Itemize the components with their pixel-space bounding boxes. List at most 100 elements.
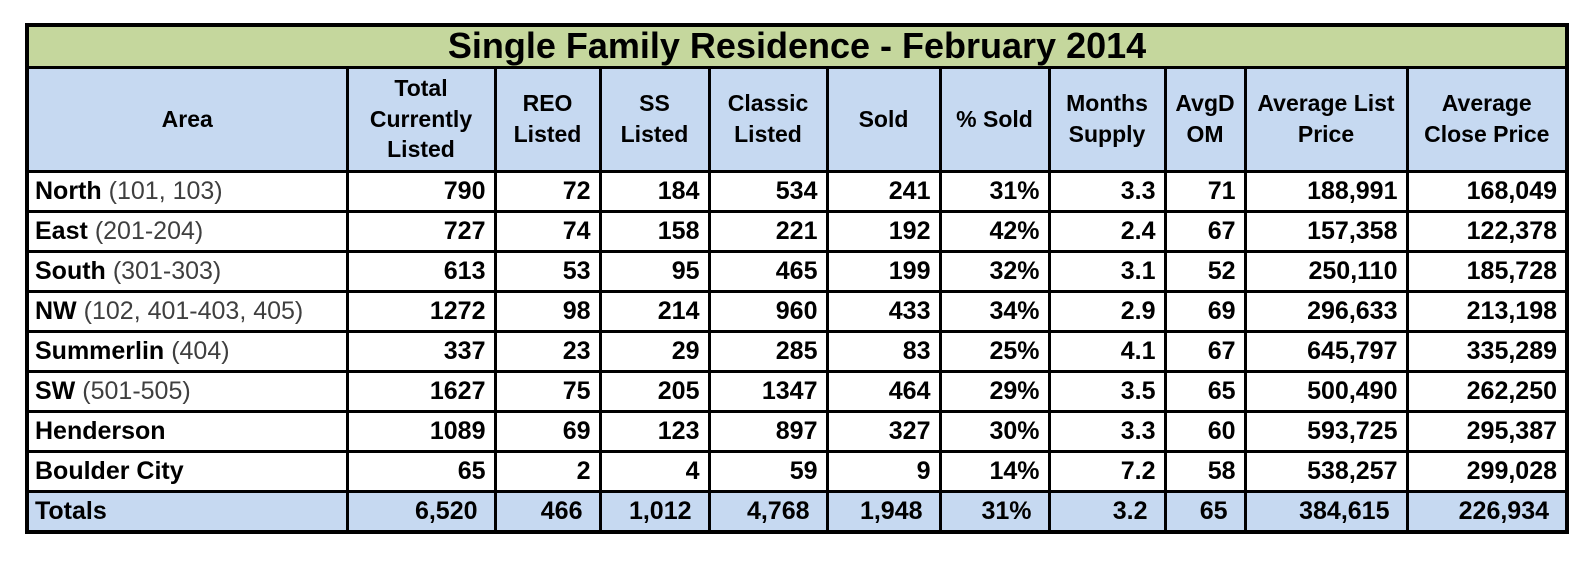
total-listed-cell: 790 (345, 169, 497, 213)
totals-pct-sold: 31% (938, 489, 1051, 534)
table-row: Summerlin (404) 337 23 29 285 83 25% 4.1 … (25, 329, 1569, 373)
totals-row: Totals 6,520 466 1,012 4,768 1,948 31% 3… (25, 489, 1569, 534)
col-header-avg-close-price: Average Close Price (1405, 65, 1569, 173)
area-cell: NW (102, 401-403, 405) (25, 289, 349, 333)
area-name: Boulder City (35, 456, 184, 485)
avg-close-price-cell: 262,250 (1405, 369, 1569, 413)
classic-listed-cell: 59 (707, 449, 829, 493)
months-supply-cell: 3.3 (1047, 169, 1167, 213)
area-codes: (301-303) (112, 256, 222, 285)
avgdom-cell: 52 (1163, 249, 1247, 293)
ss-listed-cell: 95 (598, 249, 711, 293)
area-name: South (35, 256, 106, 285)
reo-listed-cell: 53 (493, 249, 602, 293)
avgdom-cell: 71 (1163, 169, 1247, 213)
months-supply-cell: 7.2 (1047, 449, 1167, 493)
avg-close-price-cell: 168,049 (1405, 169, 1569, 213)
classic-listed-cell: 960 (707, 289, 829, 333)
totals-sold: 1,948 (825, 489, 942, 534)
col-header-pct-sold: % Sold (938, 65, 1051, 173)
sold-cell: 83 (825, 329, 942, 373)
total-listed-cell: 727 (345, 209, 497, 253)
total-listed-cell: 1272 (345, 289, 497, 333)
avg-list-price-cell: 250,110 (1243, 249, 1409, 293)
reo-listed-cell: 69 (493, 409, 602, 453)
sold-cell: 433 (825, 289, 942, 333)
table-body: North (101, 103) 790 72 184 534 241 31% 3… (25, 169, 1569, 493)
avg-list-price-cell: 593,725 (1243, 409, 1409, 453)
ss-listed-cell: 214 (598, 289, 711, 333)
pct-sold-cell: 31% (938, 169, 1051, 213)
avg-close-price-cell: 185,728 (1405, 249, 1569, 293)
avgdom-cell: 67 (1163, 329, 1247, 373)
avg-close-price-cell: 335,289 (1405, 329, 1569, 373)
col-header-area: Area (25, 65, 349, 173)
reo-listed-cell: 72 (493, 169, 602, 213)
sfr-report-table: Single Family Residence - February 2014 … (25, 23, 1570, 534)
area-codes: (101, 103) (108, 176, 223, 205)
avgdom-cell: 65 (1163, 369, 1247, 413)
avg-list-price-cell: 188,991 (1243, 169, 1409, 213)
area-name: North (35, 176, 102, 205)
area-cell: North (101, 103) (25, 169, 349, 213)
months-supply-cell: 2.9 (1047, 289, 1167, 333)
area-cell: Summerlin (404) (25, 329, 349, 373)
avgdom-cell: 69 (1163, 289, 1247, 333)
classic-listed-cell: 221 (707, 209, 829, 253)
avgdom-cell: 58 (1163, 449, 1247, 493)
pct-sold-cell: 25% (938, 329, 1051, 373)
col-header-avgdom: AvgDOM (1163, 65, 1247, 173)
avgdom-cell: 67 (1163, 209, 1247, 253)
pct-sold-cell: 29% (938, 369, 1051, 413)
sold-cell: 192 (825, 209, 942, 253)
reo-listed-cell: 74 (493, 209, 602, 253)
area-name: East (35, 216, 88, 245)
title-row: Single Family Residence - February 2014 (25, 23, 1569, 69)
sold-cell: 327 (825, 409, 942, 453)
ss-listed-cell: 184 (598, 169, 711, 213)
reo-listed-cell: 98 (493, 289, 602, 333)
col-header-reo-listed: REO Listed (493, 65, 602, 173)
table-row: Henderson 1089 69 123 897 327 30% 3.3 60… (25, 409, 1569, 453)
totals-label: Totals (25, 489, 349, 534)
classic-listed-cell: 285 (707, 329, 829, 373)
sold-cell: 464 (825, 369, 942, 413)
area-name: Summerlin (35, 336, 165, 365)
pct-sold-cell: 34% (938, 289, 1051, 333)
col-header-avg-list-price: Average List Price (1243, 65, 1409, 173)
months-supply-cell: 4.1 (1047, 329, 1167, 373)
col-header-classic-listed: Classic Listed (707, 65, 829, 173)
area-cell: Henderson (25, 409, 349, 453)
pct-sold-cell: 42% (938, 209, 1051, 253)
avgdom-cell: 60 (1163, 409, 1247, 453)
col-header-avgdom-label: AvgDOM (1175, 90, 1235, 147)
ss-listed-cell: 29 (598, 329, 711, 373)
column-header-row: Area Total Currently Listed REO Listed S… (25, 65, 1569, 173)
totals-avg-close-price: 226,934 (1405, 489, 1569, 534)
months-supply-cell: 3.1 (1047, 249, 1167, 293)
total-listed-cell: 1089 (345, 409, 497, 453)
area-cell: East (201-204) (25, 209, 349, 253)
avg-close-price-cell: 213,198 (1405, 289, 1569, 333)
total-listed-cell: 65 (345, 449, 497, 493)
ss-listed-cell: 205 (598, 369, 711, 413)
pct-sold-cell: 30% (938, 409, 1051, 453)
reo-listed-cell: 23 (493, 329, 602, 373)
months-supply-cell: 3.3 (1047, 409, 1167, 453)
table-row: South (301-303) 613 53 95 465 199 32% 3.1… (25, 249, 1569, 293)
pct-sold-cell: 14% (938, 449, 1051, 493)
col-header-sold: Sold (825, 65, 942, 173)
classic-listed-cell: 897 (707, 409, 829, 453)
months-supply-cell: 3.5 (1047, 369, 1167, 413)
classic-listed-cell: 534 (707, 169, 829, 213)
avg-list-price-cell: 157,358 (1243, 209, 1409, 253)
ss-listed-cell: 123 (598, 409, 711, 453)
table-title: Single Family Residence - February 2014 (25, 23, 1569, 69)
area-cell: South (301-303) (25, 249, 349, 293)
reo-listed-cell: 2 (493, 449, 602, 493)
area-name: Henderson (35, 416, 166, 445)
col-header-ss-listed: SS Listed (598, 65, 711, 173)
table-row: East (201-204) 727 74 158 221 192 42% 2.4… (25, 209, 1569, 253)
area-name: SW (35, 376, 76, 405)
totals-classic-listed: 4,768 (707, 489, 829, 534)
